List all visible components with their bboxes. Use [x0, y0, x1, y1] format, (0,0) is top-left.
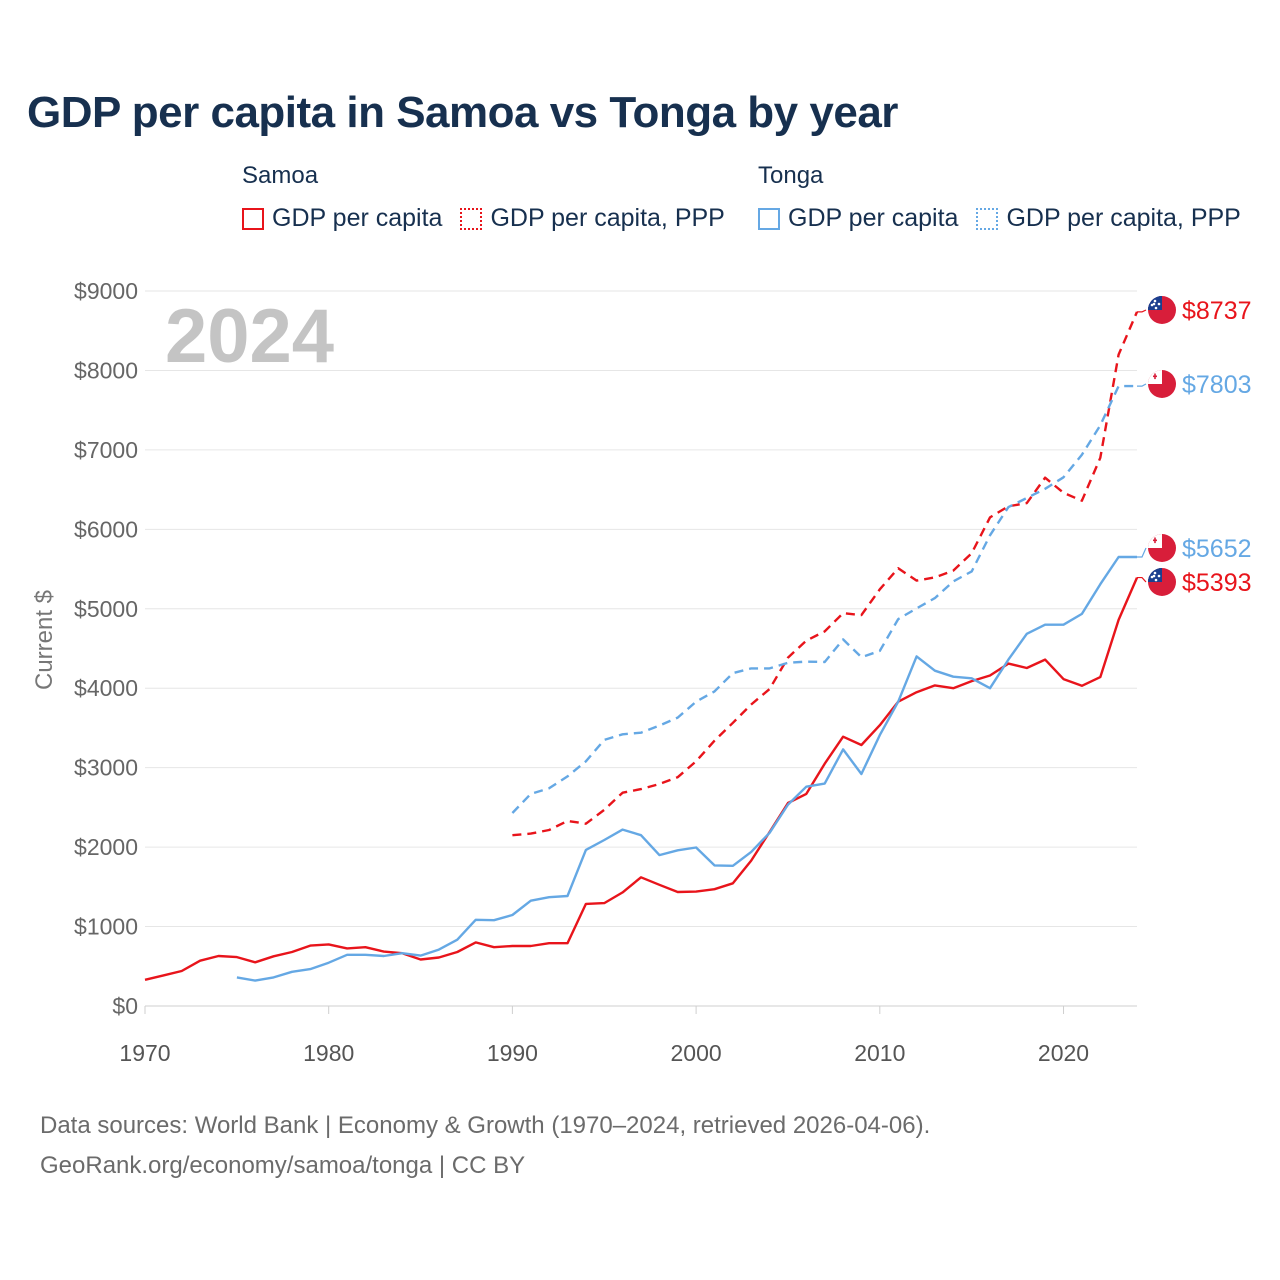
end-label-samoa: $8737 [1182, 297, 1252, 325]
end-label-connector [1137, 547, 1147, 558]
x-tick-label: 1980 [303, 1040, 354, 1066]
end-label-connector [1137, 309, 1147, 313]
y-tick-label: $6000 [74, 516, 138, 542]
legend-samoa-ppp[interactable]: GDP per capita, PPP [460, 204, 725, 233]
legend-tonga-ppp[interactable]: GDP per capita, PPP [976, 204, 1241, 233]
legend-swatch-tonga-ppp [976, 207, 999, 230]
series-line-tonga-ppp[interactable] [511, 384, 1137, 814]
legend-tonga: Tonga GDP per capita GDP per capita, PPP [758, 162, 1241, 233]
year-label: 2024 [165, 294, 334, 379]
series-line-samoa-gdp[interactable] [144, 577, 1139, 981]
end-label-connector [1137, 383, 1147, 387]
tonga-flag-icon [1148, 534, 1176, 562]
footer-link[interactable]: GeoRank.org/economy/samoa/tonga | CC BY [40, 1152, 526, 1179]
y-tick-label: $2000 [74, 834, 138, 860]
grid-layer [145, 290, 1137, 1007]
x-tick-label: 1990 [487, 1040, 538, 1066]
end-label-tonga: $5652 [1182, 535, 1252, 563]
y-tick-label: $1000 [74, 914, 138, 940]
y-tick-label: $5000 [74, 596, 138, 622]
x-tick-label: 2000 [671, 1040, 722, 1066]
legend-swatch-samoa-gdp [242, 207, 264, 230]
series-layer [144, 311, 1139, 982]
y-tick-label: $0 [112, 993, 138, 1019]
legend-swatch-samoa-ppp [460, 207, 483, 230]
x-tick-label: 1970 [119, 1040, 170, 1066]
legend-samoa-gdp-label: GDP per capita [272, 204, 443, 232]
legend-samoa-ppp-label: GDP per capita, PPP [490, 204, 725, 232]
y-tick-label: $7000 [74, 437, 138, 463]
legend-samoa: Samoa GDP per capita GDP per capita, PPP [242, 162, 725, 233]
end-label-tonga: $7803 [1182, 371, 1252, 399]
samoa-flag-icon [1148, 296, 1176, 324]
legend-samoa-title: Samoa [242, 162, 319, 189]
legend-samoa-gdp[interactable]: GDP per capita [242, 204, 442, 233]
legend-tonga-ppp-label: GDP per capita, PPP [1006, 204, 1241, 232]
samoa-flag-icon [1148, 568, 1176, 596]
x-axis: 1970 1980 1990 2000 2010 2020 [119, 1006, 1089, 1066]
end-label-samoa: $5393 [1182, 569, 1252, 597]
x-tick-label: 2020 [1038, 1040, 1089, 1066]
y-tick-label: $9000 [74, 278, 138, 304]
legend-tonga-title: Tonga [758, 162, 824, 189]
end-label-connector [1137, 576, 1147, 583]
series-line-samoa-ppp[interactable] [512, 311, 1139, 837]
end-labels: $8737 $7803 $5652 $5393 [1137, 296, 1252, 597]
series-line-tonga-gdp[interactable] [236, 555, 1137, 982]
legend-swatch-tonga-gdp [758, 207, 780, 230]
y-axis: $0 $1000 $2000 $3000 $4000 $5000 $6000 $7000 $80… [74, 278, 138, 1019]
chart-title: GDP per capita in Samoa vs Tonga by year [27, 88, 898, 137]
footer: Data sources: World Bank | Economy & Gro… [40, 1106, 930, 1186]
footer-sources: Data sources: World Bank | Economy & Gro… [40, 1112, 931, 1139]
y-tick-label: $4000 [74, 675, 138, 701]
legend-tonga-gdp-label: GDP per capita [788, 204, 959, 232]
legend-tonga-gdp[interactable]: GDP per capita [758, 204, 958, 233]
y-tick-label: $8000 [74, 357, 138, 383]
y-tick-label: $3000 [74, 755, 138, 781]
x-tick-label: 2010 [854, 1040, 905, 1066]
tonga-flag-icon [1148, 370, 1176, 398]
y-axis-label: Current $ [31, 590, 58, 690]
